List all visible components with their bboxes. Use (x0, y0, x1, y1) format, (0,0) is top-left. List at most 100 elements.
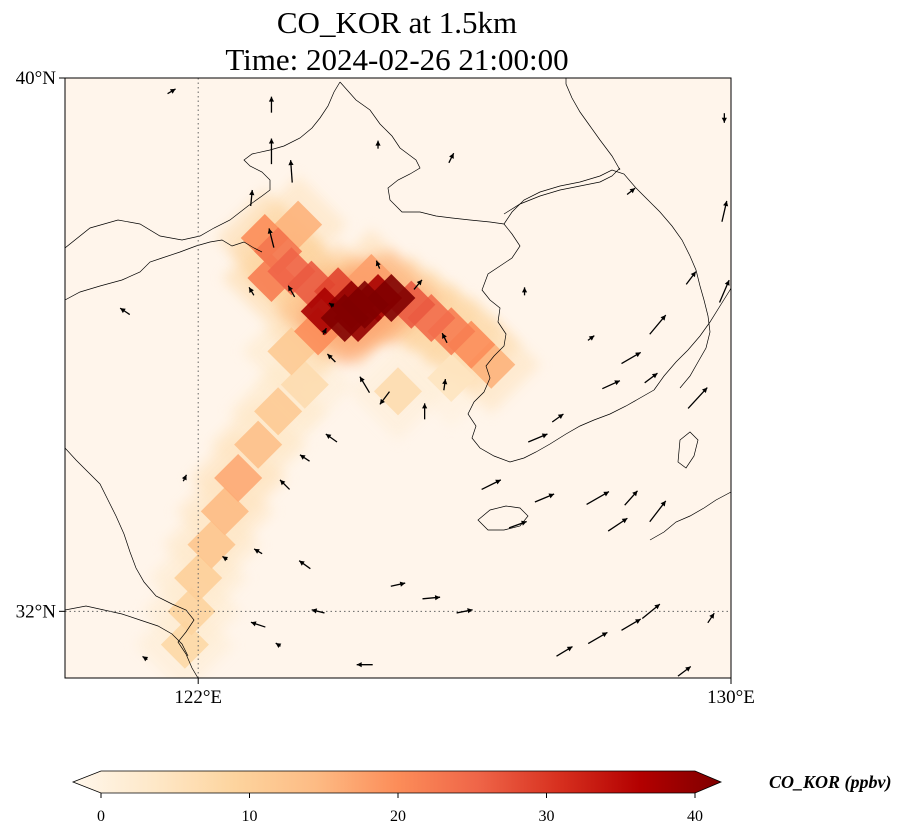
wind-arrow (181, 474, 188, 482)
wind-arrow (707, 612, 715, 624)
plume-cell (254, 387, 303, 436)
map-frame (64, 77, 732, 679)
lat-tick-label-32n: 32°N (16, 601, 57, 622)
wind-arrow (359, 376, 371, 394)
concentration-field (135, 175, 541, 678)
colorbar-tick-label: 0 (97, 808, 105, 825)
wind-arrow (268, 96, 275, 113)
wind-arrow (602, 380, 621, 390)
colorbar-tick-label: 20 (390, 808, 406, 825)
wind-arrow (441, 332, 448, 344)
wind-arrow (311, 608, 325, 614)
wind-arrow (456, 608, 473, 614)
colorbar: 0 10 20 30 40 CO_KOR (ppbv) (71, 770, 892, 825)
coastlines (65, 78, 731, 678)
wind-arrow (587, 631, 608, 645)
map-title-line1: CO_KOR at 1.5km (277, 5, 517, 40)
wind-arrow (528, 433, 548, 443)
wind-arrow (521, 287, 528, 296)
coastline-korea-peninsula (679, 285, 711, 389)
plume-cell (234, 420, 283, 469)
wind-arrow (288, 160, 294, 183)
lon-tick-label-130e: 130°E (707, 687, 755, 708)
wind-arrow (249, 189, 255, 207)
wind-arrow (626, 187, 636, 196)
coastline-shandong (65, 239, 263, 301)
wind-arrow (621, 351, 642, 365)
wind-arrow (607, 517, 628, 532)
wind-arrow (422, 595, 441, 601)
gridlines (65, 78, 731, 678)
wind-vectors (119, 88, 730, 677)
plume-cell (160, 620, 209, 669)
wind-arrow (222, 555, 229, 562)
coastline-north-korea-west (467, 223, 655, 463)
coastline-liaodong (339, 81, 505, 225)
wind-arrow (248, 286, 255, 296)
wind-arrow (481, 479, 502, 491)
coastline-kyushu (649, 491, 731, 541)
wind-arrow (250, 621, 266, 628)
wind-arrow (267, 228, 275, 248)
colorbar-tick-label: 10 (242, 808, 258, 825)
wind-arrow (321, 327, 327, 335)
wind-arrow (677, 666, 692, 677)
wind-arrow (298, 560, 311, 570)
wind-arrow (685, 271, 697, 285)
wind-arrow (508, 520, 527, 529)
wind-arrow (328, 302, 335, 309)
wind-arrow (448, 152, 455, 164)
lon-tick-label-122e: 122°E (174, 687, 222, 708)
wind-arrow (325, 433, 338, 443)
wind-arrow (718, 279, 730, 303)
yalu-river (503, 167, 621, 215)
colorbar-tick-label: 40 (687, 808, 703, 825)
wind-arrow (119, 307, 131, 316)
wind-arrow (721, 200, 729, 222)
map-panel (64, 77, 732, 679)
lat-tick-label-40n: 40°N (16, 68, 57, 89)
wind-arrow (268, 138, 275, 165)
wind-arrow (379, 391, 391, 405)
wind-arrow (375, 140, 381, 149)
plume-cell (214, 453, 263, 503)
wind-arrow (356, 662, 373, 668)
plume-cell (373, 367, 423, 416)
wind-arrow (326, 353, 336, 363)
coastline-manchuria-east (565, 78, 621, 171)
wind-arrow (586, 491, 610, 505)
coastline-china-south (65, 447, 199, 678)
wind-arrow (621, 618, 642, 631)
yangtze-estuary (65, 605, 189, 657)
island-jeju (477, 505, 529, 531)
wind-arrow (649, 500, 667, 523)
wind-arrow (299, 454, 310, 462)
wind-arrow (649, 314, 667, 335)
colorbar-ticks: 0 10 20 30 40 (97, 793, 703, 825)
wind-arrow (375, 260, 381, 269)
colorbar-bar (71, 770, 723, 794)
wind-arrow (721, 113, 727, 123)
wind-arrow (253, 548, 263, 555)
coastline-manchuria (503, 169, 701, 287)
colorbar-title: CO_KOR (ppbv) (769, 772, 892, 793)
wind-arrow (556, 645, 573, 657)
wind-arrow (624, 490, 638, 506)
plume-cell (240, 213, 289, 263)
wind-arrow (687, 387, 708, 409)
wind-arrow (641, 603, 661, 620)
coastline-korea-east (653, 287, 731, 391)
wind-arrow (587, 335, 595, 341)
wind-arrow (142, 655, 149, 662)
coastline-china-north (65, 81, 341, 249)
wind-arrow (279, 479, 291, 490)
wind-arrow (551, 413, 564, 423)
axis-ticks: 40°N 32°N 122°E 130°E (16, 68, 755, 708)
wind-arrow (422, 403, 428, 420)
island-tsushima (677, 431, 699, 469)
wind-arrow (644, 372, 658, 384)
wind-arrow (390, 581, 406, 587)
map-title-line2: Time: 2024-02-26 21:00:00 (225, 42, 568, 77)
wind-arrow (287, 285, 296, 298)
